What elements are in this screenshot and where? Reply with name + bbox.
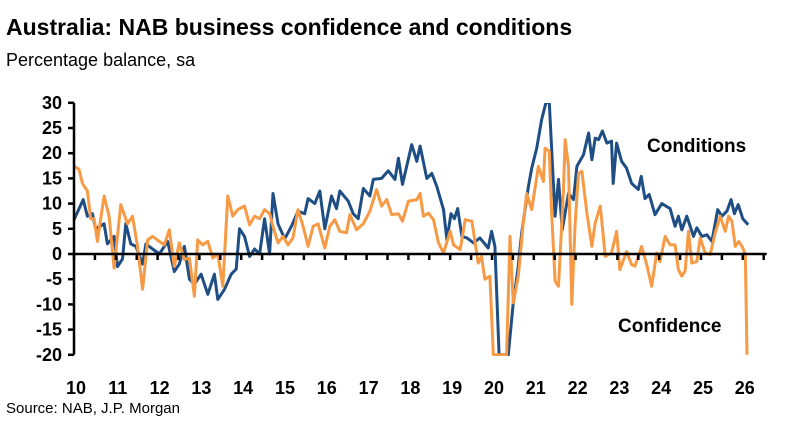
y-tick-label: -10 <box>36 294 62 314</box>
x-tick-label: 13 <box>191 378 211 398</box>
chart-title: Australia: NAB business confidence and c… <box>6 14 573 40</box>
x-tick-label: 18 <box>400 378 420 398</box>
y-tick-label: 15 <box>42 168 62 188</box>
series-line-confidence <box>74 138 749 356</box>
x-tick-label: 15 <box>275 378 295 398</box>
source-note: Source: NAB, J.P. Morgan <box>6 400 180 417</box>
y-tick-label: -20 <box>36 345 62 365</box>
y-tick-label: 25 <box>42 118 62 138</box>
x-tick-label: 16 <box>317 378 337 398</box>
x-tick-label: 24 <box>651 378 671 398</box>
y-tick-label: -15 <box>36 320 62 340</box>
x-tick-label: 14 <box>233 378 253 398</box>
y-tick-label: 0 <box>52 244 62 264</box>
series-label-conditions: Conditions <box>647 136 746 157</box>
chart-subtitle: Percentage balance, sa <box>6 50 196 70</box>
y-tick-label: 5 <box>52 219 62 239</box>
x-tick-label: 21 <box>526 378 546 398</box>
x-tick-label: 25 <box>693 378 713 398</box>
series-label-confidence: Confidence <box>618 316 721 337</box>
y-tick-label: 10 <box>42 194 62 214</box>
y-tick-label: 30 <box>42 93 62 113</box>
x-tick-label: 23 <box>609 378 629 398</box>
x-tick-label: 17 <box>359 378 379 398</box>
x-tick-label: 12 <box>150 378 170 398</box>
x-tick-label: 20 <box>484 378 504 398</box>
y-tick-label: -5 <box>46 269 62 289</box>
x-tick-label: 22 <box>568 378 588 398</box>
x-tick-label: 19 <box>442 378 462 398</box>
series-layer <box>74 103 750 356</box>
x-tick-label: 26 <box>735 378 755 398</box>
x-tick-label: 11 <box>108 378 127 398</box>
y-tick-label: 20 <box>42 143 62 163</box>
x-tick-label: 10 <box>66 378 86 398</box>
